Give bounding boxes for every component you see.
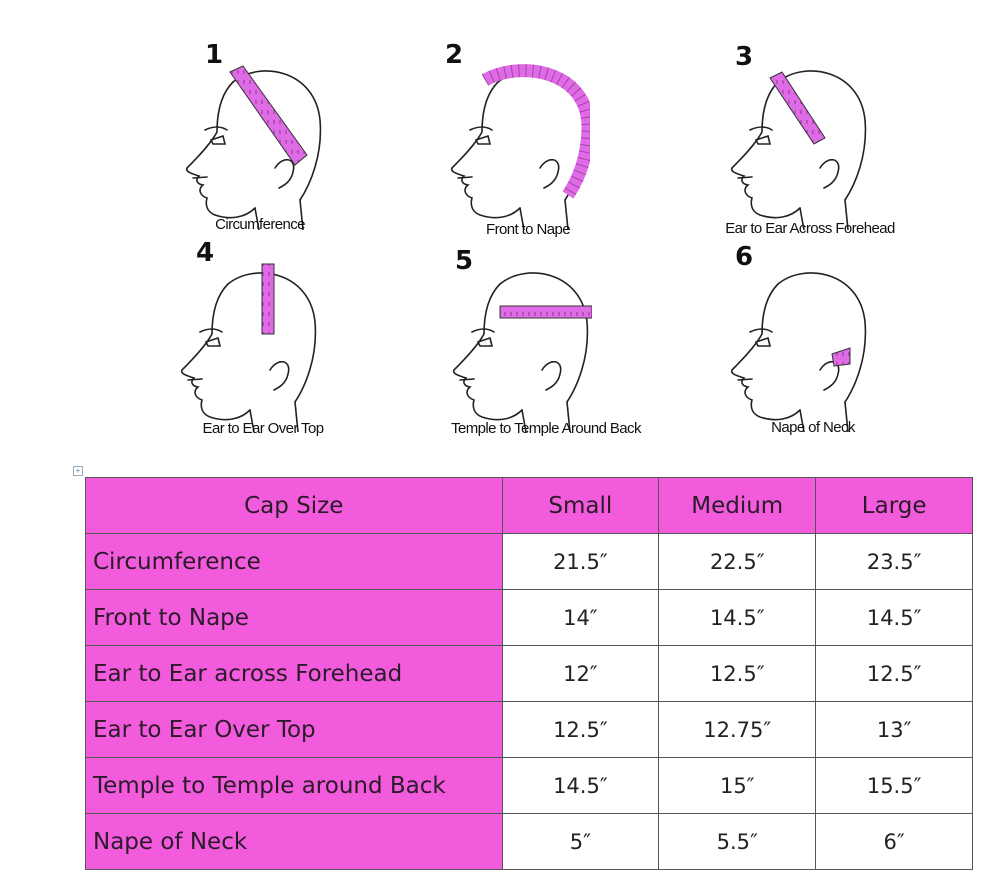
diagram-label: Nape of Neck <box>771 419 855 436</box>
row-label: Circumference <box>85 533 503 590</box>
diagram-label: Ear to Ear Over Top <box>202 420 324 437</box>
cell-large: 15.5″ <box>815 757 973 814</box>
table-header-row: Cap Size Small Medium Large <box>85 477 973 534</box>
header-medium: Medium <box>658 477 817 534</box>
cell-small: 14.5″ <box>501 757 660 814</box>
row-label: Ear to Ear Over Top <box>85 701 503 758</box>
measuring-tape-icon <box>261 263 275 335</box>
cell-large: 23.5″ <box>815 533 973 590</box>
cell-medium: 12.75″ <box>658 701 817 758</box>
cell-small: 21.5″ <box>501 533 660 590</box>
table-row: Ear to Ear across Forehead 12″ 12.5″ 12.5″ <box>85 645 973 702</box>
diagram-number: 5 <box>455 246 474 276</box>
table-row: Front to Nape 14″ 14.5″ 14.5″ <box>85 589 973 646</box>
row-label: Ear to Ear across Forehead <box>85 645 503 702</box>
head-diagram-front-to-nape <box>450 64 590 230</box>
cell-medium: 5.5″ <box>658 813 817 870</box>
diagram-number: 4 <box>196 238 215 268</box>
row-label: Temple to Temple around Back <box>85 757 503 814</box>
cell-large: 12.5″ <box>815 645 973 702</box>
header-cap-size: Cap Size <box>85 477 503 534</box>
diagram-label: Circumference <box>215 216 305 233</box>
cell-small: 5″ <box>501 813 660 870</box>
diagram-number: 2 <box>445 40 464 70</box>
diagram-number: 1 <box>205 40 224 70</box>
cell-medium: 14.5″ <box>658 589 817 646</box>
measuring-tape-icon <box>499 305 592 319</box>
diagram-number: 6 <box>735 242 754 272</box>
diagram-label: Ear to Ear Across Forehead <box>725 220 895 237</box>
cap-size-table: Cap Size Small Medium Large Circumferenc… <box>85 477 973 870</box>
head-diagram-nape-of-neck <box>730 272 867 432</box>
diagram-label: Front to Nape <box>486 221 571 238</box>
table-row: Temple to Temple around Back 14.5″ 15″ 15.5… <box>85 757 973 814</box>
table-row: Ear to Ear Over Top 12.5″ 12.75″ 13″ <box>85 701 973 758</box>
header-small: Small <box>501 477 660 534</box>
head-diagram-circumference <box>185 65 322 230</box>
row-label: Front to Nape <box>85 589 503 646</box>
table-move-handle-icon[interactable]: + <box>73 466 83 476</box>
table-row: Nape of Neck 5″ 5.5″ 6″ <box>85 813 973 870</box>
cell-small: 12.5″ <box>501 701 660 758</box>
measuring-tape-icon <box>229 65 308 166</box>
diagram-label: Temple to Temple Around Back <box>451 420 641 437</box>
cell-small: 12″ <box>501 645 660 702</box>
row-label: Nape of Neck <box>85 813 503 870</box>
cell-medium: 15″ <box>658 757 817 814</box>
cell-large: 13″ <box>815 701 973 758</box>
diagram-number: 3 <box>735 42 754 72</box>
header-large: Large <box>815 477 973 534</box>
table-row: Circumference 21.5″ 22.5″ 23.5″ <box>85 533 973 590</box>
cell-large: 14.5″ <box>815 589 973 646</box>
cell-medium: 22.5″ <box>658 533 817 590</box>
cell-medium: 12.5″ <box>658 645 817 702</box>
cell-large: 6″ <box>815 813 973 870</box>
measuring-tape-icon <box>831 347 851 367</box>
measuring-tape-icon <box>769 71 826 145</box>
head-diagram-ear-to-ear-top <box>180 263 317 432</box>
head-diagram-ear-to-ear-forehead <box>730 70 867 230</box>
cell-small: 14″ <box>501 589 660 646</box>
head-diagram-temple-to-temple <box>452 272 592 432</box>
